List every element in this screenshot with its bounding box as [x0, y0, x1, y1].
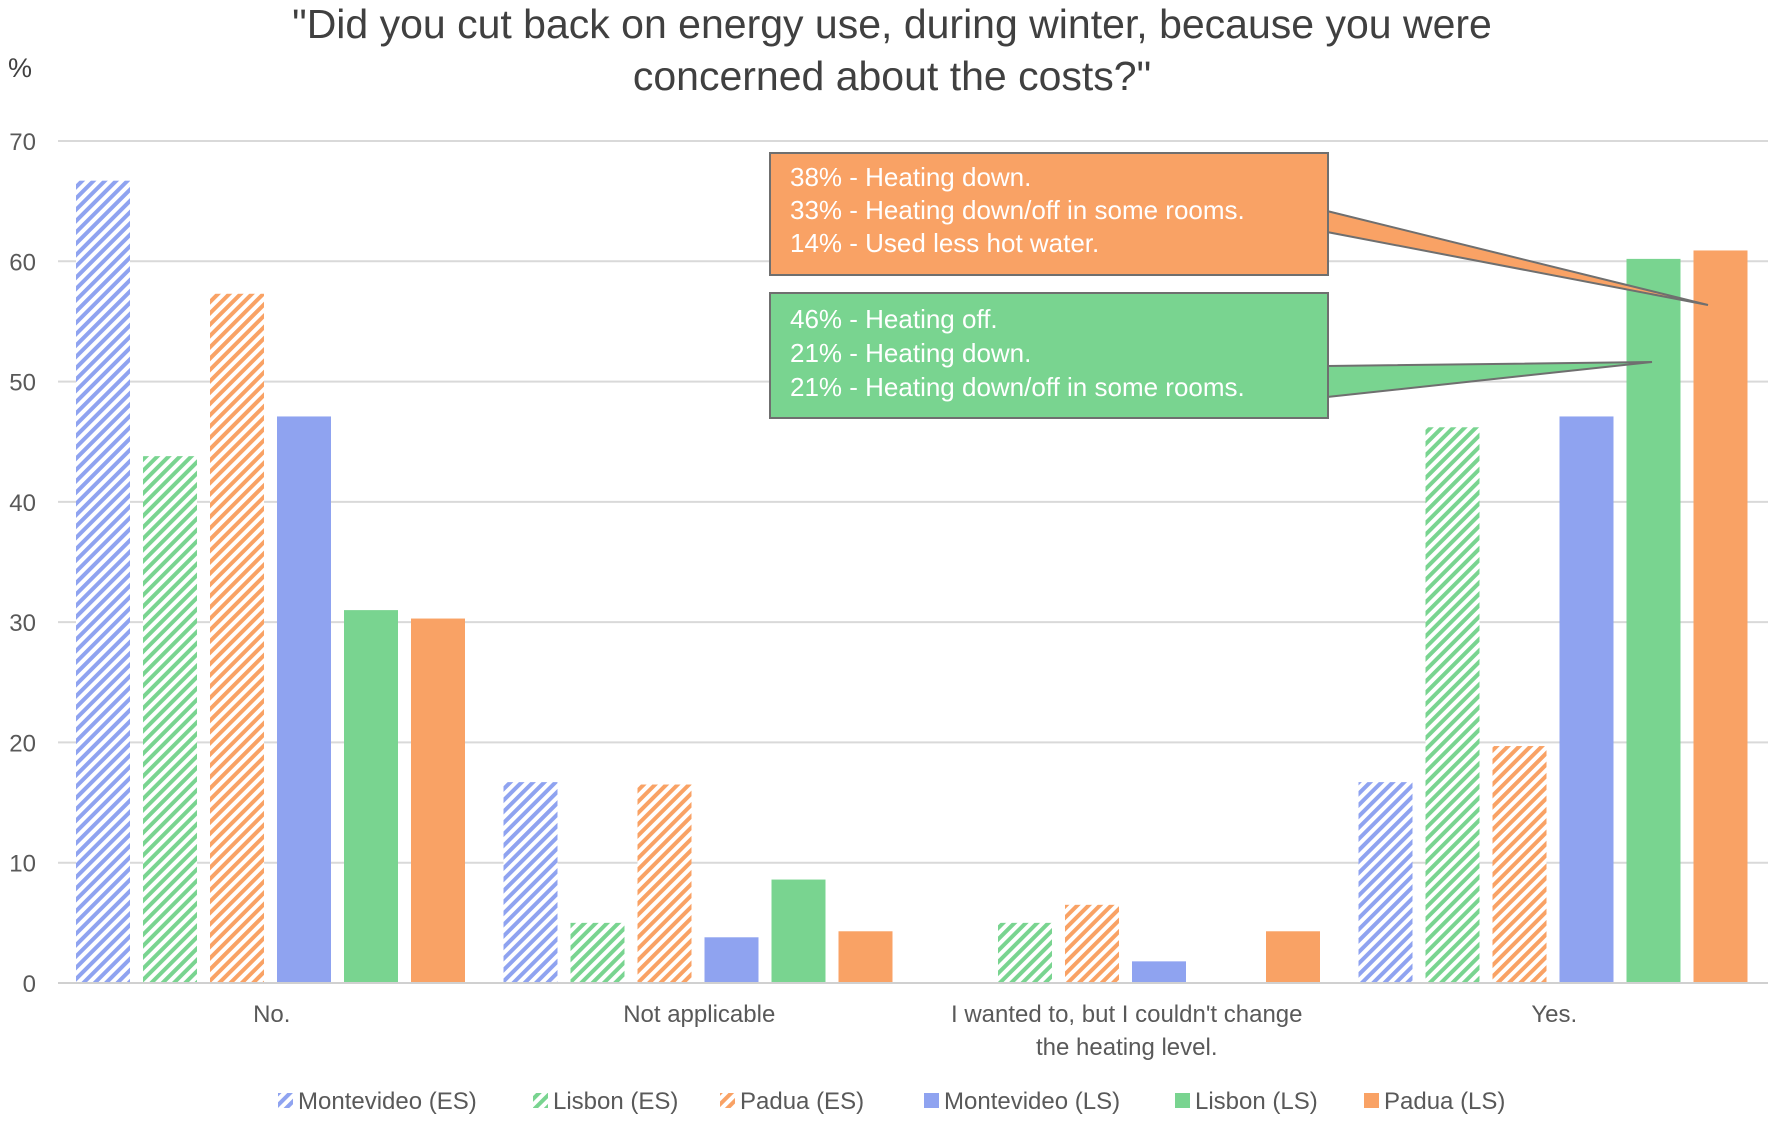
legend-label-padua-es: Padua (ES) [740, 1088, 864, 1115]
bar-padua-es-not-applicable [637, 784, 692, 983]
x-category-label: I wanted to, but I couldn't change [951, 1001, 1303, 1028]
legend-label-padua-ls: Padua (LS) [1384, 1088, 1505, 1115]
bar-padua-es-yes [1492, 746, 1547, 983]
bar-montevideo-es-yes [1358, 782, 1413, 983]
bar-montevideo-ls-no [277, 416, 331, 983]
bar-lisbon-es-no [143, 456, 197, 983]
bar-padua-ls-no [411, 618, 465, 983]
legend-swatch-lisbon-es [533, 1093, 548, 1108]
annotation-lisbon-line-2: 21% - Heating down. [790, 338, 1031, 368]
annotation-lisbon-pointer [1326, 361, 1653, 399]
annotation-lisbon-box [769, 292, 1329, 419]
y-tick-label: 40 [9, 490, 36, 517]
annotation-padua-line-2: 33% - Heating down/off in some rooms. [790, 195, 1245, 225]
bar-montevideo-ls-i-wanted-to-but-i-couldn-t-change [1132, 961, 1186, 983]
y-tick-label: 50 [9, 370, 36, 397]
y-tick-label: 60 [9, 249, 36, 276]
legend-swatch-montevideo-ls [924, 1093, 939, 1108]
bar-lisbon-es-yes [1425, 427, 1480, 983]
bar-lisbon-ls-no [344, 610, 398, 983]
y-axis-ticks: 0 10 20 30 40 50 60 70 [9, 129, 36, 998]
chart-title-line-1: "Did you cut back on energy use, during … [292, 1, 1492, 47]
bar-lisbon-ls-yes [1626, 258, 1681, 983]
bar-padua-ls-yes [1693, 250, 1748, 983]
legend-label-montevideo-es: Montevideo (ES) [298, 1088, 477, 1115]
bar-padua-ls-not-applicable [838, 931, 893, 983]
x-category-label: the heating level. [1036, 1034, 1217, 1061]
bar-lisbon-ls-not-applicable [771, 879, 826, 983]
category-labels: No. Not applicable I wanted to, but I coul… [253, 1001, 1577, 1061]
x-category-label: No. [253, 1001, 290, 1028]
legend-swatch-montevideo-es [278, 1093, 293, 1108]
legend-swatch-padua-es [720, 1093, 735, 1108]
y-tick-label: 70 [9, 129, 36, 156]
legend-swatch-padua-ls [1364, 1093, 1379, 1108]
bar-lisbon-es-not-applicable [570, 922, 625, 983]
y-tick-label: 20 [9, 730, 36, 757]
y-tick-label: 30 [9, 610, 36, 637]
annotation-lisbon-line-1: 46% - Heating off. [790, 304, 998, 334]
legend: Montevideo (ES) Lisbon (ES) Padua (ES) Mont… [278, 1088, 1505, 1115]
bar-montevideo-es-no [76, 180, 130, 984]
bar-padua-es-no [210, 293, 264, 984]
y-axis-label: % [8, 53, 32, 83]
legend-label-montevideo-ls: Montevideo (LS) [944, 1088, 1120, 1115]
y-tick-label: 0 [23, 971, 36, 998]
bars [76, 180, 1748, 984]
y-tick-label: 10 [9, 851, 36, 878]
bar-padua-es-i-wanted-to-but-i-couldn-t-change [1065, 904, 1119, 983]
bar-padua-ls-i-wanted-to-but-i-couldn-t-change [1266, 931, 1320, 983]
annotation-padua-pointer [1326, 209, 1709, 306]
bar-lisbon-es-i-wanted-to-but-i-couldn-t-change [998, 922, 1052, 983]
x-category-label: Yes. [1531, 1001, 1577, 1028]
annotation-padua: 38% - Heating down. 33% - Heating down/o… [769, 152, 1709, 306]
annotation-lisbon-line-3: 21% - Heating down/off in some rooms. [790, 372, 1245, 402]
x-category-label: Not applicable [623, 1001, 775, 1028]
bar-montevideo-ls-yes [1559, 416, 1614, 983]
legend-label-lisbon-es: Lisbon (ES) [553, 1088, 678, 1115]
legend-swatch-lisbon-ls [1175, 1093, 1190, 1108]
bar-montevideo-es-not-applicable [503, 782, 558, 983]
annotation-padua-box [769, 152, 1329, 276]
annotation-padua-line-3: 14% - Used less hot water. [790, 228, 1099, 258]
chart-title-line-2: concerned about the costs?" [633, 53, 1151, 99]
annotation-padua-line-1: 38% - Heating down. [790, 162, 1031, 192]
annotation-lisbon: 46% - Heating off. 21% - Heating down. 2… [769, 292, 1653, 419]
legend-label-lisbon-ls: Lisbon (LS) [1195, 1088, 1318, 1115]
bar-montevideo-ls-not-applicable [704, 937, 759, 983]
